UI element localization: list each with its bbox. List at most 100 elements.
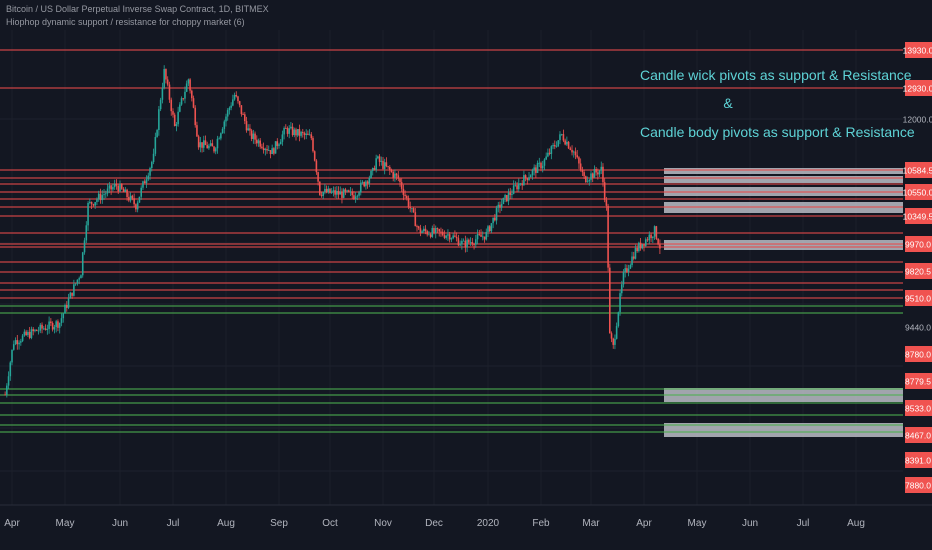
candle-body — [35, 329, 38, 331]
candle-body — [387, 166, 389, 168]
candle-body — [25, 331, 27, 336]
candle-body — [585, 176, 587, 183]
pivot-zone-box — [664, 168, 903, 174]
candle-body — [641, 244, 644, 249]
candle-body — [626, 268, 628, 272]
candle-body — [170, 99, 173, 112]
candle-body — [30, 329, 33, 338]
price-axis-label-bg — [905, 263, 932, 279]
candle-body — [199, 142, 202, 148]
candle-body — [597, 172, 599, 175]
candle-body — [512, 185, 515, 194]
candle-body — [103, 194, 105, 196]
candle-body — [341, 191, 343, 198]
candle-body — [278, 144, 280, 146]
candle-body — [436, 228, 439, 230]
candle-body — [609, 267, 611, 334]
candle-body — [419, 228, 422, 234]
candle-body — [610, 333, 613, 339]
price-axis-label-bg — [905, 111, 932, 127]
time-axis-label: Dec — [425, 518, 443, 529]
price-axis-label: 10584.5 — [903, 166, 932, 176]
candle-body — [469, 242, 472, 243]
price-axis-label-bg — [905, 452, 932, 468]
candle-body — [591, 173, 594, 178]
candle-body — [94, 202, 96, 206]
candle-body — [60, 318, 63, 323]
annotation-body: Candle body pivots as support & Resistan… — [640, 124, 915, 140]
candle-body — [543, 159, 546, 166]
candle-body — [211, 143, 214, 147]
candle-body — [271, 148, 273, 155]
candle-body — [389, 167, 391, 171]
candle-body — [267, 150, 270, 151]
candle-body — [191, 90, 193, 99]
candle-body — [182, 98, 185, 100]
candle-body — [385, 162, 388, 167]
candle-body — [307, 133, 309, 135]
candle-body — [310, 134, 313, 139]
candle-body — [206, 145, 208, 149]
time-axis-label: Feb — [532, 518, 550, 529]
time-axis-label: May — [688, 518, 707, 529]
candle-body — [476, 234, 479, 240]
candle-body — [133, 198, 135, 205]
candle-body — [18, 342, 20, 345]
candle-body — [528, 177, 530, 181]
candle-body — [237, 96, 239, 102]
candle-body — [172, 111, 174, 115]
candle-body — [349, 191, 352, 193]
price-axis-label-bg — [905, 184, 932, 200]
candle-body — [394, 173, 396, 178]
candle-body — [173, 114, 176, 127]
candle-body — [247, 128, 250, 131]
candle-body — [69, 292, 72, 299]
candle-body — [259, 140, 261, 147]
annotation-wick: Candle wick pivots as support & Resistan… — [640, 67, 912, 83]
candle-body — [499, 204, 501, 208]
candle-body — [89, 201, 91, 203]
candle-body — [233, 94, 236, 100]
candle-body — [76, 279, 79, 284]
candle-body — [192, 98, 195, 108]
candle-body — [46, 328, 49, 330]
candle-body — [184, 91, 186, 99]
candle-body — [655, 226, 658, 239]
candle-body — [481, 236, 484, 238]
candle-body — [511, 193, 513, 195]
candle-body — [363, 182, 365, 187]
candle-body — [159, 99, 162, 110]
candle-body — [619, 293, 621, 313]
candle-body — [244, 114, 246, 122]
candle-body — [566, 141, 568, 145]
candle-body — [257, 140, 260, 144]
candle-body — [447, 234, 449, 236]
candle-body — [197, 136, 200, 148]
candle-body — [576, 155, 579, 158]
time-axis-label: Aug — [217, 518, 235, 529]
candle-body — [598, 170, 601, 175]
candle-body — [143, 181, 146, 184]
candle-body — [300, 131, 302, 136]
candle-body — [588, 179, 591, 182]
candle-body — [473, 244, 475, 245]
price-axis-label: 10349.5 — [903, 212, 932, 222]
candle-body — [490, 223, 493, 232]
candle-body — [483, 236, 486, 240]
candle-body — [64, 304, 66, 314]
price-axis-label-bg — [905, 427, 932, 443]
time-axis-label: Jul — [167, 518, 180, 529]
candle-body — [624, 268, 626, 273]
price-axis-label: 7880.0 — [905, 481, 931, 491]
candle-body — [187, 79, 190, 84]
candle-body — [426, 231, 428, 235]
candle-body — [358, 192, 360, 196]
candle-body — [507, 192, 510, 202]
price-axis-label: 9820.5 — [905, 267, 931, 277]
price-axis-label-bg — [905, 319, 932, 335]
candle-body — [631, 256, 633, 266]
candle-body — [9, 362, 12, 377]
candle-body — [523, 175, 525, 186]
candle-body — [117, 185, 120, 192]
